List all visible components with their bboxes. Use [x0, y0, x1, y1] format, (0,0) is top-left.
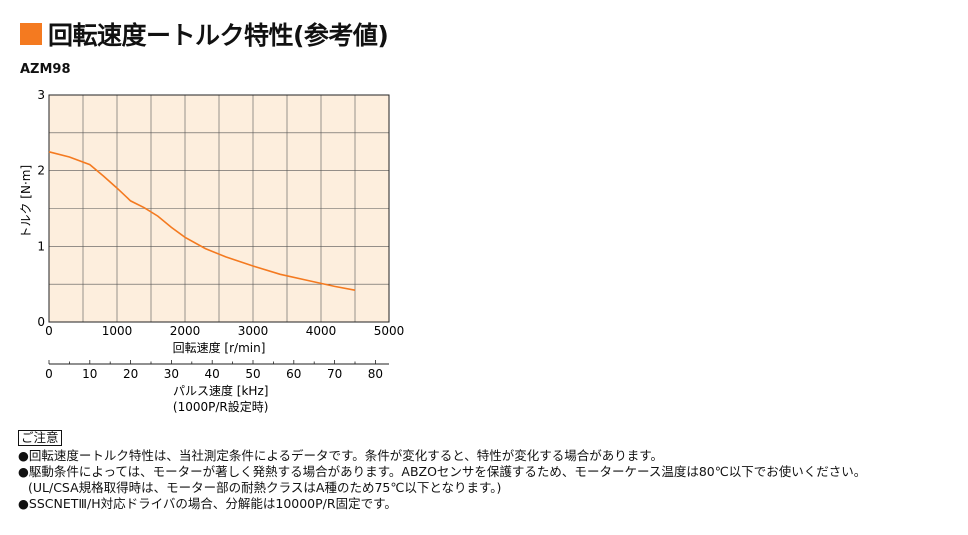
secondary-tick-label: 50 — [245, 367, 260, 381]
title-square-icon — [20, 23, 42, 45]
note-line-3: (UL/CSA規格取得時は、モーター部の耐熱クラスはA種のため75℃以下となりま… — [28, 480, 502, 495]
secondary-tick-label: 20 — [123, 367, 138, 381]
y-axis-ticks: 0 1 2 3 — [37, 88, 45, 329]
notes-section: ご注意 ●回転速度ートルク特性は、当社測定条件によるデータです。条件が変化すると… — [18, 430, 866, 512]
secondary-tick-label: 10 — [82, 367, 97, 381]
y-axis-label: トルク [N·m] — [19, 165, 33, 239]
x-tick-label: 5000 — [374, 324, 405, 338]
note-line-4: ●SSCNETⅢ/H対応ドライバの場合、分解能は10000P/R固定です。 — [18, 496, 397, 511]
note-line-2: ●駆動条件によっては、モーターが著しく発熱する場合があります。ABZOセンサを保… — [18, 464, 867, 479]
secondary-tick-label: 0 — [45, 367, 53, 381]
secondary-tick-label: 40 — [205, 367, 220, 381]
title-text: 回転速度ートルク特性(参考値) — [48, 21, 389, 50]
x-tick-label: 2000 — [170, 324, 201, 338]
torque-curve-line — [48, 151, 356, 291]
grid-lines — [49, 95, 389, 322]
x-tick-label: 0 — [45, 324, 53, 338]
y-tick-label: 0 — [37, 315, 45, 329]
x-axis-ticks: 0 1000 2000 3000 4000 5000 — [45, 324, 404, 338]
y-tick-label: 2 — [37, 164, 45, 178]
x-axis-label: 回転速度 [r/min] — [173, 340, 266, 355]
x-tick-label: 4000 — [306, 324, 337, 338]
plot-frame — [48, 94, 390, 323]
y-tick-label: 1 — [37, 239, 45, 253]
page-title: 回転速度ートルク特性(参考値) — [20, 14, 389, 54]
secondary-axis-label: パルス速度 [kHz] — [173, 383, 268, 398]
notes-heading: ご注意 — [18, 430, 62, 446]
secondary-axis-ticks: 0 10 20 30 40 50 60 70 80 — [45, 360, 383, 381]
x-tick-label: 1000 — [102, 324, 133, 338]
secondary-tick-label: 60 — [286, 367, 301, 381]
x-tick-label: 3000 — [238, 324, 269, 338]
secondary-axis-sublabel: (1000P/R設定時) — [173, 399, 269, 414]
note-line-1: ●回転速度ートルク特性は、当社測定条件によるデータです。条件が変化すると、特性が… — [18, 448, 664, 463]
secondary-tick-label: 70 — [327, 367, 342, 381]
y-tick-label: 3 — [37, 88, 45, 102]
secondary-tick-label: 80 — [368, 367, 383, 381]
model-label: AZM98 — [20, 62, 71, 77]
secondary-tick-label: 30 — [164, 367, 179, 381]
